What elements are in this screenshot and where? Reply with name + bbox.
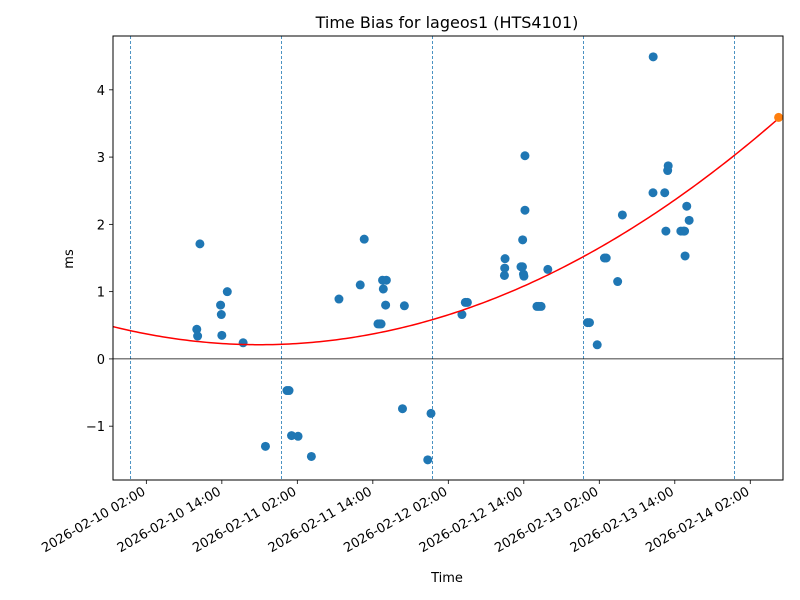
y-tick-label: 2 (97, 218, 105, 233)
data-point (306, 451, 316, 461)
data-point (397, 404, 407, 414)
data-point (499, 270, 509, 280)
data-point (543, 264, 553, 274)
data-point (682, 201, 692, 211)
data-point (660, 188, 670, 198)
y-tick-label: 0 (97, 353, 105, 368)
data-point (519, 271, 529, 281)
predicted-point (774, 112, 784, 122)
data-point (284, 386, 294, 396)
data-point (680, 226, 690, 236)
data-point (399, 301, 409, 311)
data-point (260, 441, 270, 451)
data-point (423, 455, 433, 465)
y-axis-label: ms (62, 249, 77, 269)
y-axis: −1 0 1 2 3 4 (86, 84, 113, 435)
data-point (517, 262, 527, 272)
data-point (520, 205, 530, 215)
data-point (661, 226, 671, 236)
fit-line (112, 117, 780, 346)
data-point (217, 330, 227, 340)
y-tick-label: 1 (97, 286, 105, 301)
data-point (376, 319, 386, 329)
data-point (381, 275, 391, 285)
data-point (684, 215, 694, 225)
data-point (462, 297, 472, 307)
data-point (680, 251, 690, 261)
y-tick-label: 3 (97, 151, 105, 166)
data-point (457, 310, 467, 320)
data-point (216, 300, 226, 310)
data-point (518, 235, 528, 245)
y-tick-label: 4 (97, 84, 105, 99)
y-tick-label: −1 (86, 420, 105, 435)
data-point (334, 294, 344, 304)
data-point (287, 431, 297, 441)
data-point (663, 161, 673, 171)
data-point (378, 284, 388, 294)
data-point (536, 301, 546, 311)
data-point (381, 300, 391, 310)
data-point (592, 340, 602, 350)
data-point (355, 280, 365, 290)
data-point (613, 277, 623, 287)
plot-area (112, 35, 784, 481)
data-point (500, 263, 510, 273)
data-point (584, 318, 594, 328)
data-point (192, 324, 202, 334)
data-point (359, 234, 369, 244)
data-point (195, 239, 205, 249)
data-point (520, 151, 530, 161)
chart-title: Time Bias for lageos1 (HTS4101) (315, 13, 579, 32)
data-point (426, 408, 436, 418)
x-axis-label: Time (430, 571, 463, 586)
data-point (216, 310, 226, 320)
data-point (617, 210, 627, 220)
data-point (648, 52, 658, 62)
data-point (293, 431, 303, 441)
data-point (222, 287, 232, 297)
data-point (601, 253, 611, 263)
data-point (500, 254, 510, 264)
data-point (193, 331, 203, 341)
data-point (648, 188, 658, 198)
data-point (238, 338, 248, 348)
